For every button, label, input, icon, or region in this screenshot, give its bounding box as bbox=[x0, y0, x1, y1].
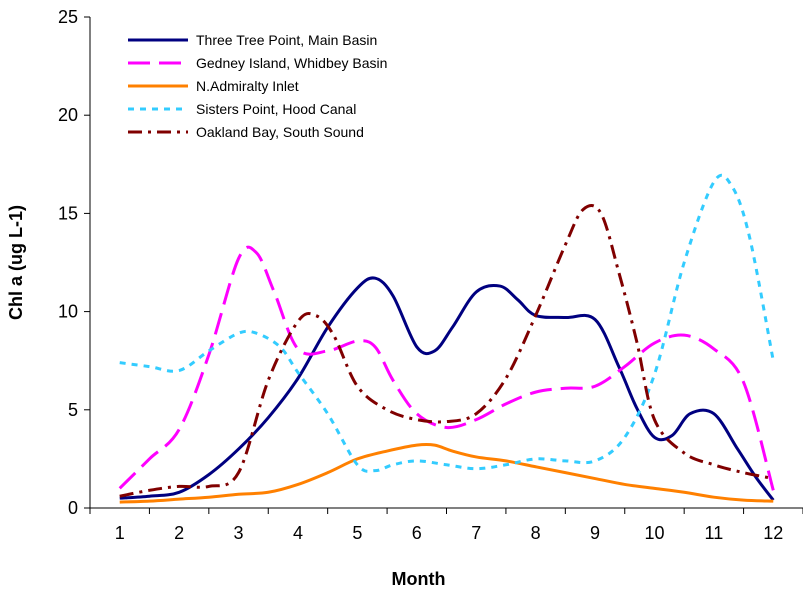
series-line-2 bbox=[118, 245, 775, 491]
legend-label-1: Three Tree Point, Main Basin bbox=[196, 32, 377, 48]
series-line-4 bbox=[119, 173, 775, 473]
x-tick-label: 7 bbox=[471, 523, 481, 543]
y-tick-label: 5 bbox=[68, 400, 78, 420]
series-line-3 bbox=[119, 442, 774, 504]
x-tick-label: 9 bbox=[590, 523, 600, 543]
legend-label-5: Oakland Bay, South Sound bbox=[196, 124, 364, 140]
x-tick-label: 12 bbox=[763, 523, 783, 543]
y-tick-label: 25 bbox=[58, 7, 78, 27]
x-tick-label: 6 bbox=[412, 523, 422, 543]
x-tick-label: 1 bbox=[115, 523, 125, 543]
legend-label-2: Gedney Island, Whidbey Basin bbox=[196, 55, 387, 71]
x-tick-label: 2 bbox=[174, 523, 184, 543]
legend: Three Tree Point, Main Basin Gedney Islan… bbox=[128, 32, 387, 140]
y-tick-label: 10 bbox=[58, 302, 78, 322]
x-tick-label: 11 bbox=[705, 523, 724, 543]
series-line-1 bbox=[119, 276, 775, 502]
series-layer bbox=[118, 173, 775, 504]
legend-label-3: N.Admiralty Inlet bbox=[196, 78, 299, 94]
x-tick-label: 4 bbox=[293, 523, 303, 543]
y-tick-label: 20 bbox=[58, 105, 78, 125]
y-tick-label: 0 bbox=[68, 498, 78, 518]
x-tick-label: 5 bbox=[352, 523, 362, 543]
x-axis-title: Month bbox=[392, 569, 446, 589]
series-line-5 bbox=[119, 204, 774, 498]
x-tick-label: 10 bbox=[644, 523, 664, 543]
y-tick-label: 15 bbox=[58, 203, 78, 223]
axes bbox=[84, 16, 803, 514]
legend-label-4: Sisters Point, Hood Canal bbox=[196, 101, 356, 117]
x-tick-label: 3 bbox=[234, 523, 244, 543]
x-tick-label: 8 bbox=[531, 523, 541, 543]
y-axis-title: Chl a (ug L-1) bbox=[6, 205, 26, 320]
